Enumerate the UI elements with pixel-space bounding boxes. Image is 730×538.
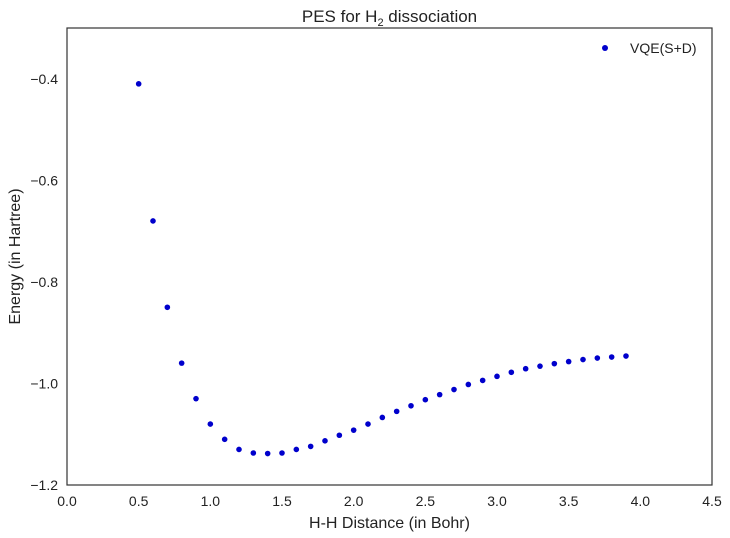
- y-tick-label: −0.8: [30, 274, 58, 290]
- data-point: [193, 395, 199, 402]
- y-tick-labels: −1.2 −1.0 −0.8 −0.6 −0.4: [30, 71, 58, 493]
- x-tick-label: 0.5: [129, 493, 149, 509]
- data-point: [537, 363, 543, 369]
- data-point: [623, 353, 629, 359]
- y-tick-label: −1.2: [30, 477, 58, 493]
- x-tick-label: 1.5: [272, 493, 292, 509]
- data-point: [522, 365, 529, 372]
- legend: VQE(S+D): [602, 40, 697, 56]
- chart-title: PES for H2 dissociation: [302, 7, 477, 29]
- y-axis-label: Energy (in Hartree): [7, 188, 24, 324]
- x-tick-label: 1.0: [201, 493, 221, 509]
- data-points: [135, 81, 629, 457]
- data-point: [293, 446, 300, 453]
- data-point: [221, 436, 228, 443]
- x-tick-label: 4.0: [631, 493, 651, 509]
- data-point: [393, 408, 400, 415]
- legend-label: VQE(S+D): [630, 40, 697, 56]
- data-point: [207, 421, 214, 427]
- data-point: [178, 360, 185, 366]
- data-point: [236, 446, 242, 453]
- x-tick-label: 4.5: [702, 493, 722, 509]
- data-point: [479, 377, 486, 384]
- data-point: [279, 450, 285, 456]
- data-point: [379, 414, 386, 421]
- data-point: [508, 369, 515, 376]
- data-point: [322, 438, 328, 444]
- x-tick-label: 3.5: [559, 493, 579, 509]
- data-point: [494, 373, 500, 380]
- data-point: [365, 421, 371, 427]
- data-point: [307, 443, 314, 450]
- data-point: [594, 355, 601, 361]
- data-point: [422, 396, 429, 403]
- data-point: [608, 354, 615, 360]
- x-axis-label: H-H Distance (in Bohr): [309, 515, 470, 532]
- x-tick-label: 0.0: [57, 493, 77, 509]
- data-point: [264, 450, 271, 457]
- data-point: [580, 356, 586, 363]
- data-point: [436, 391, 443, 398]
- legend-marker: [602, 45, 608, 51]
- plot-area: [66, 27, 713, 486]
- x-tick-label: 3.0: [487, 493, 507, 509]
- data-point: [565, 358, 572, 365]
- data-point: [451, 386, 457, 393]
- data-point: [164, 304, 171, 311]
- y-tick-label: −1.0: [30, 375, 58, 391]
- data-point: [551, 360, 558, 367]
- data-point: [408, 402, 414, 409]
- data-point: [150, 218, 156, 224]
- data-point: [250, 450, 257, 456]
- y-tick-label: −0.6: [30, 172, 58, 188]
- data-point: [350, 427, 357, 433]
- data-point: [465, 381, 472, 388]
- x-tick-label: 2.0: [344, 493, 364, 509]
- x-tick-label: 2.5: [416, 493, 436, 509]
- x-tick-labels: 0.0 0.5 1.0 1.5 2.0 2.5 3.0 3.5 4.0 4.5: [57, 493, 722, 509]
- y-tick-label: −0.4: [30, 71, 58, 87]
- data-point: [135, 81, 142, 87]
- data-point: [336, 432, 343, 439]
